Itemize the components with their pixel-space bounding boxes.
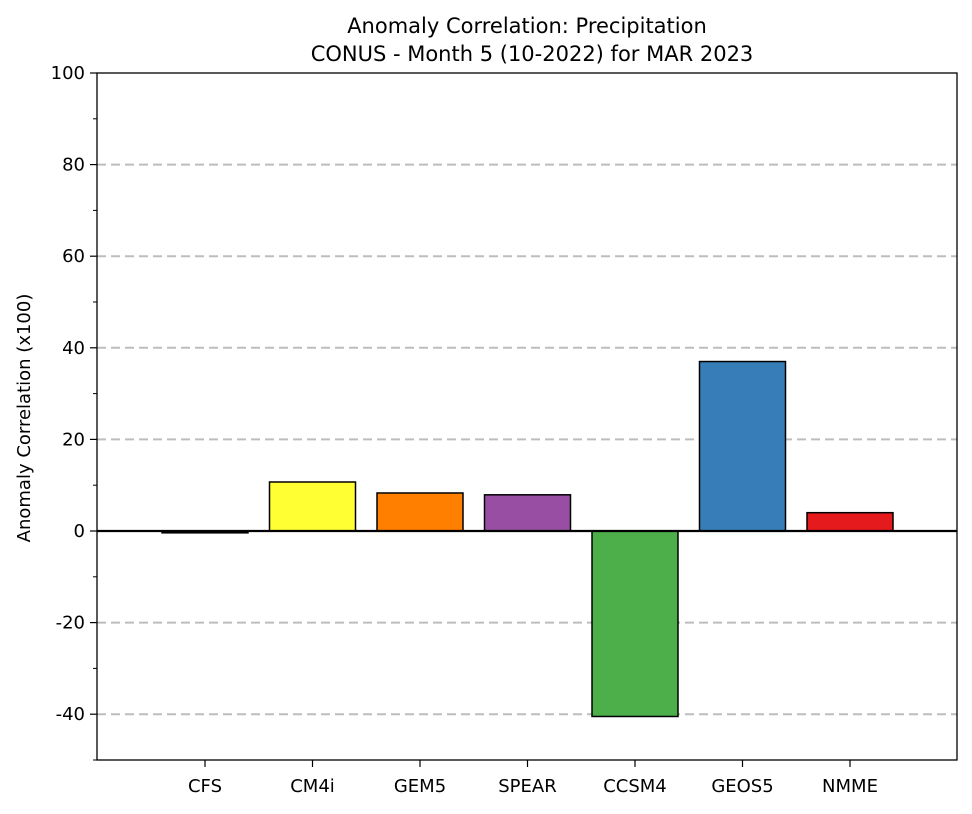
y-tick-label: 40 (62, 338, 85, 359)
y-tick-label: -20 (56, 613, 85, 634)
bar-spear (483, 494, 572, 532)
x-tick-label: CCSM4 (603, 776, 667, 797)
y-tick-label: 100 (51, 63, 85, 84)
y-tick-label: 80 (62, 155, 85, 176)
bar-geos5 (698, 360, 787, 532)
x-tick-label: NMME (822, 776, 878, 797)
bar-gem5 (376, 492, 464, 532)
plot-frame (96, 72, 958, 761)
axes (96, 72, 958, 761)
y-axis-label: Anomaly Correlation (x100) (14, 294, 35, 543)
y-tick-label: 60 (62, 246, 85, 267)
bars (161, 360, 894, 718)
y-tick-labels: -40 -20 0 20 40 60 80 100 (51, 63, 97, 761)
bar-nmme (806, 511, 894, 532)
chart-title-line2: CONUS - Month 5 (10-2022) for MAR 2023 (311, 42, 754, 66)
bar-ccsm4 (591, 530, 679, 718)
x-tick-label: CFS (188, 776, 222, 797)
x-tick-label: CM4i (290, 776, 335, 797)
y-tick-label: -40 (56, 704, 85, 725)
chart-title-line1: Anomaly Correlation: Precipitation (347, 14, 707, 38)
x-tick-label: GEOS5 (711, 776, 773, 797)
bar-cm4i (268, 481, 357, 532)
y-tick-label: 20 (62, 429, 85, 450)
grid-lines (97, 163, 957, 716)
x-tick-label: SPEAR (498, 776, 556, 797)
x-tick-labels: CFS CM4i GEM5 SPEAR CCSM4 GEOS5 NMME (188, 760, 878, 797)
x-tick-label: GEM5 (394, 776, 446, 797)
y-tick-label: 0 (74, 521, 85, 542)
